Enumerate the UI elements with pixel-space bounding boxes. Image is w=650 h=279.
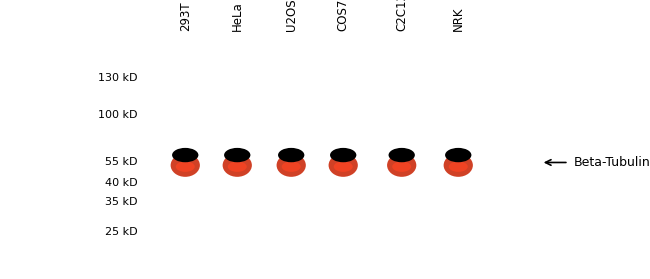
Ellipse shape (329, 154, 358, 177)
Text: 55 kD: 55 kD (105, 157, 138, 167)
Ellipse shape (392, 162, 411, 172)
Ellipse shape (389, 148, 415, 162)
Text: 40 kD: 40 kD (105, 178, 138, 188)
Ellipse shape (176, 162, 195, 172)
Text: 100 kD: 100 kD (98, 110, 138, 120)
Text: 35 kD: 35 kD (105, 197, 138, 207)
Ellipse shape (448, 162, 468, 172)
Text: 293T: 293T (179, 1, 192, 31)
Ellipse shape (172, 148, 198, 162)
Text: NRK: NRK (452, 6, 465, 31)
Text: C2C12: C2C12 (395, 0, 408, 31)
Ellipse shape (330, 148, 356, 162)
Text: 25 kD: 25 kD (105, 227, 138, 237)
Ellipse shape (227, 162, 247, 172)
Ellipse shape (387, 154, 417, 177)
Ellipse shape (443, 154, 473, 177)
Text: Beta-Tubulin: Beta-Tubulin (573, 156, 650, 169)
Ellipse shape (445, 148, 471, 162)
Ellipse shape (333, 162, 353, 172)
Text: U2OS: U2OS (285, 0, 298, 31)
Text: 130 kD: 130 kD (98, 73, 138, 83)
Ellipse shape (278, 148, 304, 162)
Ellipse shape (281, 162, 301, 172)
Ellipse shape (224, 148, 250, 162)
Text: HeLa: HeLa (231, 1, 244, 31)
Ellipse shape (170, 154, 200, 177)
Ellipse shape (222, 154, 252, 177)
Ellipse shape (277, 154, 305, 177)
Text: COS7: COS7 (337, 0, 350, 31)
